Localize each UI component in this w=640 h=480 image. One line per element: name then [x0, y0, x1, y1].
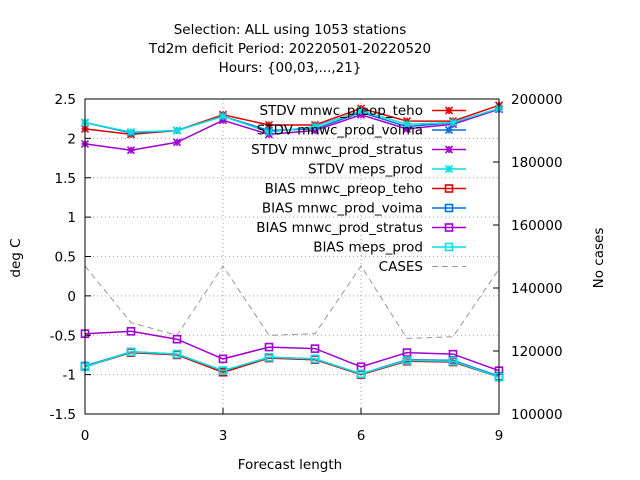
legend-swatch-marker: [444, 223, 454, 232]
tick-labels: -1.5 -1 -0.5 0 0.5 1 1.5 2 2.5 0 3 6 9 100000 120000 14…: [50, 92, 563, 444]
legend-swatch-marker: [444, 242, 454, 252]
data-point: [218, 354, 228, 364]
y2-tick-label: 200000: [511, 92, 563, 108]
y-tick-label: -1: [63, 368, 76, 384]
data-point: [310, 122, 320, 131]
data-point: [126, 128, 136, 137]
legend-label: BIAS mnwc_prod_voima: [262, 201, 423, 217]
data-point: [310, 344, 320, 353]
series-line: [84, 108, 500, 151]
data-point: [264, 128, 274, 137]
data-point: [172, 334, 182, 344]
series-line: [84, 265, 500, 339]
legend-label: BIAS mnwc_preop_teho: [265, 181, 423, 197]
legend-swatch-marker: [444, 125, 454, 135]
series-stdv-meps-prod: [80, 104, 504, 137]
legend-label: STDV mnwc_preop_teho: [259, 103, 423, 119]
chart-title-line-3: Hours: {00,03,...,21}: [219, 60, 362, 76]
y-tick-label: 2: [67, 131, 76, 147]
legend-label: STDV mnwc_prod_voima: [257, 123, 423, 139]
legend-swatch-marker: [444, 184, 454, 193]
y-axis-label: deg C: [8, 238, 24, 277]
y2-tick-label: 180000: [511, 155, 563, 171]
data-point: [218, 112, 228, 121]
data-point: [402, 120, 412, 129]
series-line: [84, 351, 500, 378]
legend-swatch-marker: [444, 164, 454, 174]
y-tick-label: -0.5: [50, 328, 76, 344]
series-cases: [84, 265, 500, 339]
y2-tick-label: 140000: [511, 281, 563, 297]
x-tick-label: 9: [495, 428, 504, 444]
data-point: [172, 138, 182, 147]
y2-tick-label: 160000: [511, 218, 563, 234]
chart-title-line-1: Selection: ALL using 1053 stations: [174, 22, 407, 38]
legend-label: BIAS mnwc_prod_stratus: [256, 220, 423, 236]
y-tick-label: 2.5: [55, 92, 76, 108]
data-point: [402, 348, 412, 357]
data-point: [356, 106, 366, 115]
data-point: [402, 356, 412, 365]
legend-label: CASES: [379, 259, 423, 275]
y2-tick-label: 100000: [511, 407, 563, 423]
data-point: [126, 146, 136, 155]
series-line: [84, 330, 500, 372]
data-point: [448, 118, 458, 127]
series-line: [84, 351, 500, 377]
y2-tick-label: 120000: [511, 344, 563, 360]
data-point: [264, 342, 274, 352]
series-layer: [80, 101, 504, 382]
data-point: [172, 126, 182, 135]
x-tick-label: 3: [219, 428, 228, 444]
x-tick-label: 0: [81, 428, 90, 444]
plot-frame: [84, 98, 500, 415]
x-tick-label: 6: [357, 428, 366, 444]
data-point: [356, 369, 366, 379]
y-tick-label: 1.5: [55, 171, 76, 187]
series-line: [84, 351, 500, 378]
series-bias-mnwc-prod-stratus: [80, 327, 504, 375]
data-point: [218, 366, 228, 375]
chart-title-line-2: Td2m deficit Period: 20220501-20220520: [148, 41, 431, 57]
data-point: [126, 347, 136, 357]
y2-axis-label: No cases: [591, 228, 607, 289]
data-point: [310, 354, 320, 364]
legend: STDV mnwc_preop_teho STDV mnwc_prod_voima…: [251, 103, 466, 275]
data-point: [264, 352, 274, 362]
data-point: [126, 327, 136, 336]
legend-label: BIAS meps_prod: [313, 240, 423, 256]
y-tick-label: 0.5: [55, 250, 76, 266]
data-point: [448, 356, 458, 366]
x-axis-label: Forecast length: [238, 457, 342, 473]
y-tick-label: 1: [67, 210, 76, 226]
legend-label: STDV meps_prod: [308, 162, 423, 178]
legend-swatch-marker: [444, 145, 454, 154]
legend-swatch-marker: [444, 106, 454, 115]
legend-swatch-marker: [444, 203, 454, 213]
data-point: [172, 349, 182, 359]
series-line: [84, 107, 500, 133]
y-tick-label: 0: [67, 289, 76, 305]
legend-label: STDV mnwc_prod_stratus: [251, 142, 423, 158]
y-tick-label: -1.5: [50, 407, 76, 423]
